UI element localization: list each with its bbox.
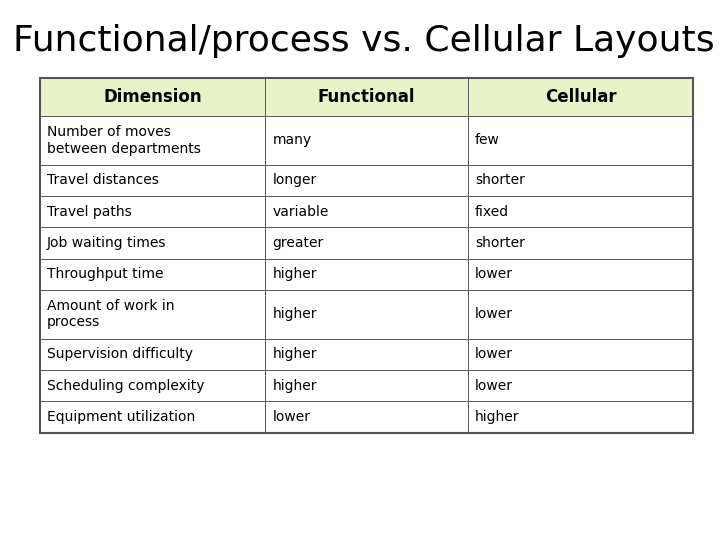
Text: higher: higher — [475, 410, 520, 424]
Bar — [468, 78, 693, 116]
Bar — [40, 370, 265, 401]
Text: Supervision difficulty: Supervision difficulty — [47, 347, 193, 361]
Text: Dimension: Dimension — [103, 88, 202, 106]
Bar — [40, 401, 265, 433]
Bar — [468, 259, 693, 290]
Text: higher: higher — [272, 267, 317, 281]
Text: Functional/process vs. Cellular Layouts: Functional/process vs. Cellular Layouts — [13, 24, 714, 58]
Bar — [40, 78, 265, 116]
Text: longer: longer — [272, 173, 317, 187]
Bar — [40, 196, 265, 227]
Text: shorter: shorter — [475, 236, 525, 250]
Bar — [265, 165, 468, 196]
Bar — [40, 196, 265, 227]
Text: few: few — [475, 133, 500, 147]
Bar — [468, 165, 693, 196]
Bar — [468, 116, 693, 165]
Bar — [468, 227, 693, 259]
Text: Amount of work in
process: Amount of work in process — [47, 299, 174, 329]
Bar — [468, 259, 693, 290]
Bar — [40, 290, 265, 339]
Bar — [40, 165, 265, 196]
Bar — [40, 259, 265, 290]
Bar — [40, 227, 265, 259]
Text: lower: lower — [475, 379, 513, 393]
Bar — [40, 227, 265, 259]
Bar — [468, 401, 693, 433]
Text: Travel distances: Travel distances — [47, 173, 158, 187]
Bar — [468, 78, 693, 116]
Bar — [265, 370, 468, 401]
Bar — [468, 370, 693, 401]
Text: Throughput time: Throughput time — [47, 267, 163, 281]
Text: Travel paths: Travel paths — [47, 205, 132, 219]
Bar — [468, 339, 693, 370]
Bar — [40, 290, 265, 339]
Bar — [265, 259, 468, 290]
Bar — [40, 339, 265, 370]
Text: lower: lower — [475, 347, 513, 361]
Bar — [468, 116, 693, 165]
Bar — [468, 401, 693, 433]
Text: greater: greater — [272, 236, 323, 250]
Bar — [265, 165, 468, 196]
Bar — [40, 165, 265, 196]
Text: fixed: fixed — [475, 205, 509, 219]
Bar — [265, 290, 468, 339]
Text: higher: higher — [272, 307, 317, 321]
Bar — [265, 259, 468, 290]
Text: Cellular: Cellular — [545, 88, 616, 106]
Bar — [40, 116, 265, 165]
Bar — [265, 196, 468, 227]
Bar — [265, 78, 468, 116]
Bar — [468, 227, 693, 259]
Bar — [265, 116, 468, 165]
Bar — [265, 227, 468, 259]
Text: shorter: shorter — [475, 173, 525, 187]
Bar — [265, 401, 468, 433]
Text: many: many — [272, 133, 312, 147]
Text: Job waiting times: Job waiting times — [47, 236, 166, 250]
Bar — [468, 339, 693, 370]
Bar — [468, 370, 693, 401]
Text: lower: lower — [272, 410, 310, 424]
Text: higher: higher — [272, 347, 317, 361]
Bar — [265, 116, 468, 165]
Bar — [40, 116, 265, 165]
Bar — [265, 78, 468, 116]
Bar — [265, 227, 468, 259]
Bar — [265, 370, 468, 401]
Text: Scheduling complexity: Scheduling complexity — [47, 379, 204, 393]
Text: variable: variable — [272, 205, 329, 219]
Text: higher: higher — [272, 379, 317, 393]
Text: Equipment utilization: Equipment utilization — [47, 410, 195, 424]
Bar — [468, 196, 693, 227]
Bar — [468, 290, 693, 339]
Bar — [265, 339, 468, 370]
Bar — [40, 339, 265, 370]
Bar — [468, 196, 693, 227]
Bar — [468, 165, 693, 196]
Bar — [40, 78, 265, 116]
Text: Functional: Functional — [318, 88, 415, 106]
Text: Number of moves
between departments: Number of moves between departments — [47, 125, 201, 156]
Bar — [265, 339, 468, 370]
Text: lower: lower — [475, 307, 513, 321]
Bar — [265, 290, 468, 339]
Text: lower: lower — [475, 267, 513, 281]
Bar — [265, 196, 468, 227]
Bar — [265, 401, 468, 433]
Bar — [40, 78, 693, 433]
Bar — [468, 290, 693, 339]
Bar — [40, 259, 265, 290]
Bar — [40, 401, 265, 433]
Bar — [40, 370, 265, 401]
